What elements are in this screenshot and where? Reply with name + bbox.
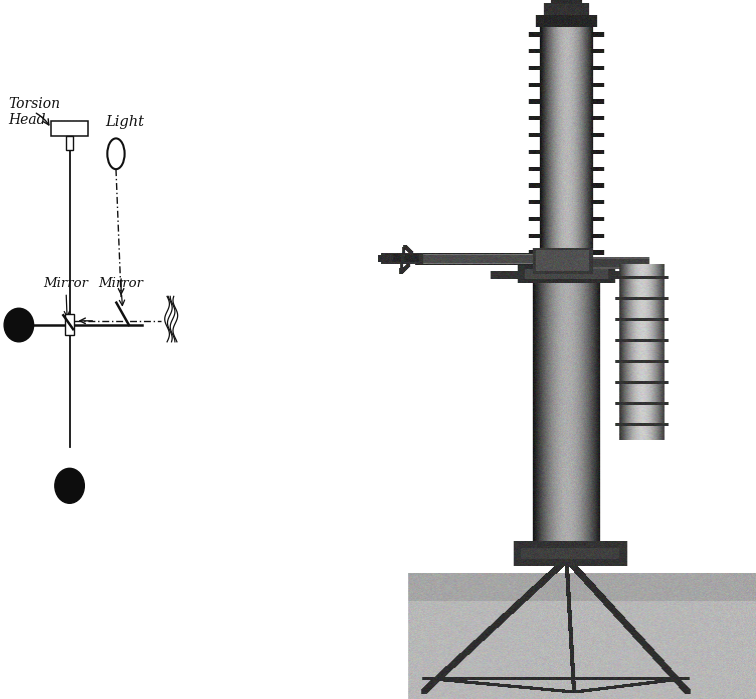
Text: Torsion
Head: Torsion Head (8, 96, 60, 127)
Circle shape (107, 138, 125, 169)
Text: Mirror: Mirror (98, 277, 144, 305)
Text: Light: Light (105, 115, 144, 129)
Ellipse shape (4, 308, 33, 342)
Ellipse shape (55, 468, 85, 503)
Bar (51, 121, 88, 136)
Bar (66, 136, 73, 150)
Text: Mirror: Mirror (43, 277, 88, 317)
Bar (65, 314, 74, 335)
